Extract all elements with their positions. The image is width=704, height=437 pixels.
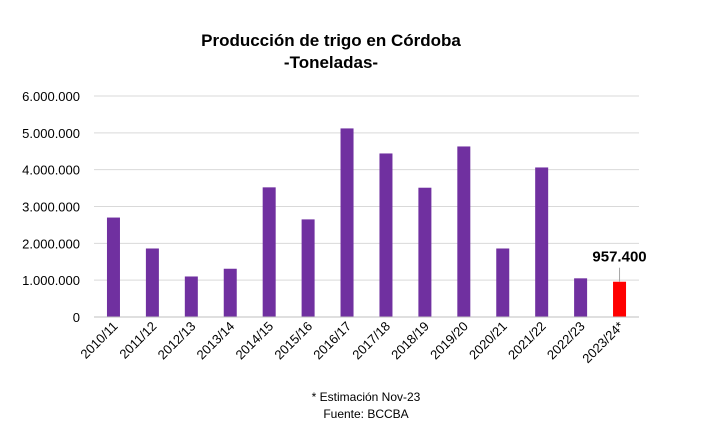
bars [106,128,627,317]
x-tick-label: 2018/19 [388,319,432,363]
y-tick-label: 5.000.000 [22,126,80,141]
y-tick-label: 4.000.000 [22,163,80,178]
bar-2010-11 [106,217,120,317]
y-tick-label: 6.000.000 [22,89,80,104]
x-tick-label: 2012/13 [155,319,199,363]
x-tick-label: 2015/16 [271,319,315,363]
gridlines [94,95,639,281]
y-tick-label: 3.000.000 [22,200,80,215]
x-tick-label: 2019/20 [427,319,471,363]
x-tick-label: 2016/17 [310,319,354,363]
bar-2021-22 [535,167,549,317]
bar-2017-18 [379,153,393,317]
x-tick-label: 2023/24* [579,319,626,366]
bar-2018-19 [418,187,432,317]
bar-2012-13 [184,276,198,317]
bar-2011-12 [145,248,159,317]
footnote-estimate: * Estimación Nov-23 [312,390,421,404]
x-tick-label: 2011/12 [116,319,159,362]
x-tick-label: 2013/14 [194,319,238,363]
highlight-data-label: 957.400 [592,249,646,266]
y-tick-label: 0 [73,310,80,325]
y-axis-ticks: 0 1.000.000 2.000.000 3.000.000 4.000.000 5.0… [22,89,80,325]
bar-2015-16 [301,219,315,317]
bar-2020-21 [496,248,510,317]
footnote-source: Fuente: BCCBA [323,407,408,421]
bar-2022-23 [574,278,588,317]
bar-2019-20 [457,146,471,317]
x-tick-label: 2014/15 [232,319,276,363]
x-tick-label: 2021/22 [505,319,549,363]
y-tick-label: 1.000.000 [22,273,80,288]
x-tick-label: 2017/18 [349,319,393,363]
y-tick-label: 2.000.000 [22,236,80,251]
chart-title: Producción de trigo en Córdoba [201,31,461,50]
bar-2014-15 [262,187,276,317]
bar-2016-17 [340,128,354,317]
chart-subtitle: -Toneladas- [284,53,378,72]
x-axis-ticks: 2010/112011/122012/132013/142014/152015/… [77,319,626,366]
bar-2023-24- [613,281,627,317]
x-tick-label: 2020/21 [466,319,510,363]
bar-2013-14 [223,268,237,317]
x-tick-label: 2010/11 [77,319,120,362]
